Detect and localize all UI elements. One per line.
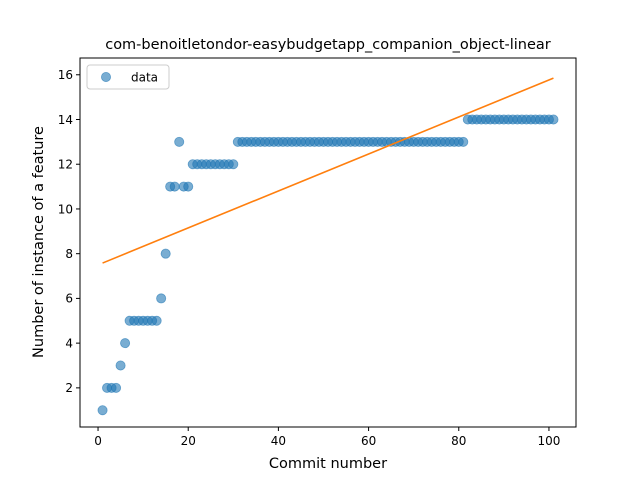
axes-frame xyxy=(79,57,577,428)
data-point xyxy=(120,338,131,349)
x-tick-label: 100 xyxy=(537,434,560,448)
data-point xyxy=(183,181,194,192)
x-axis-title: Commit number xyxy=(269,456,387,472)
y-tick-label: 4 xyxy=(65,336,73,350)
data-point xyxy=(111,382,122,393)
data-point xyxy=(156,293,167,304)
x-tick-label: 60 xyxy=(361,434,376,448)
data-point xyxy=(151,315,162,326)
x-tick-label: 0 xyxy=(94,434,102,448)
y-tick-label: 16 xyxy=(58,68,73,82)
axes: 0 20 40 60 80 100 2 4 6 8 10 12 14 16 xyxy=(58,57,577,448)
data-point xyxy=(160,248,171,259)
y-tick-label: 8 xyxy=(65,247,73,261)
chart-title: com-benoitletondor-easybudgetapp_compani… xyxy=(105,37,551,53)
legend-marker xyxy=(101,72,112,83)
data-point xyxy=(115,360,126,371)
trend-line-group xyxy=(102,77,554,264)
data-point xyxy=(458,136,469,147)
data-point xyxy=(548,114,559,125)
legend-box xyxy=(86,64,170,90)
legend-label: data xyxy=(131,71,158,85)
y-tick-label: 10 xyxy=(58,202,73,216)
data-point xyxy=(174,136,185,147)
y-tick-label: 2 xyxy=(65,381,73,395)
data-point xyxy=(169,181,180,192)
y-tick-label: 6 xyxy=(65,292,73,306)
y-tick-label: 14 xyxy=(58,113,73,127)
data-point xyxy=(97,405,108,416)
legend: data xyxy=(86,64,170,90)
data-marks xyxy=(97,114,559,416)
y-tick-label: 12 xyxy=(58,158,73,172)
x-tick-label: 40 xyxy=(271,434,286,448)
trend-line xyxy=(102,77,554,264)
y-axis-title: Number of instance of a feature xyxy=(31,126,47,358)
x-tick-label: 80 xyxy=(451,434,466,448)
data-point xyxy=(228,159,239,170)
x-tick-label: 20 xyxy=(181,434,196,448)
